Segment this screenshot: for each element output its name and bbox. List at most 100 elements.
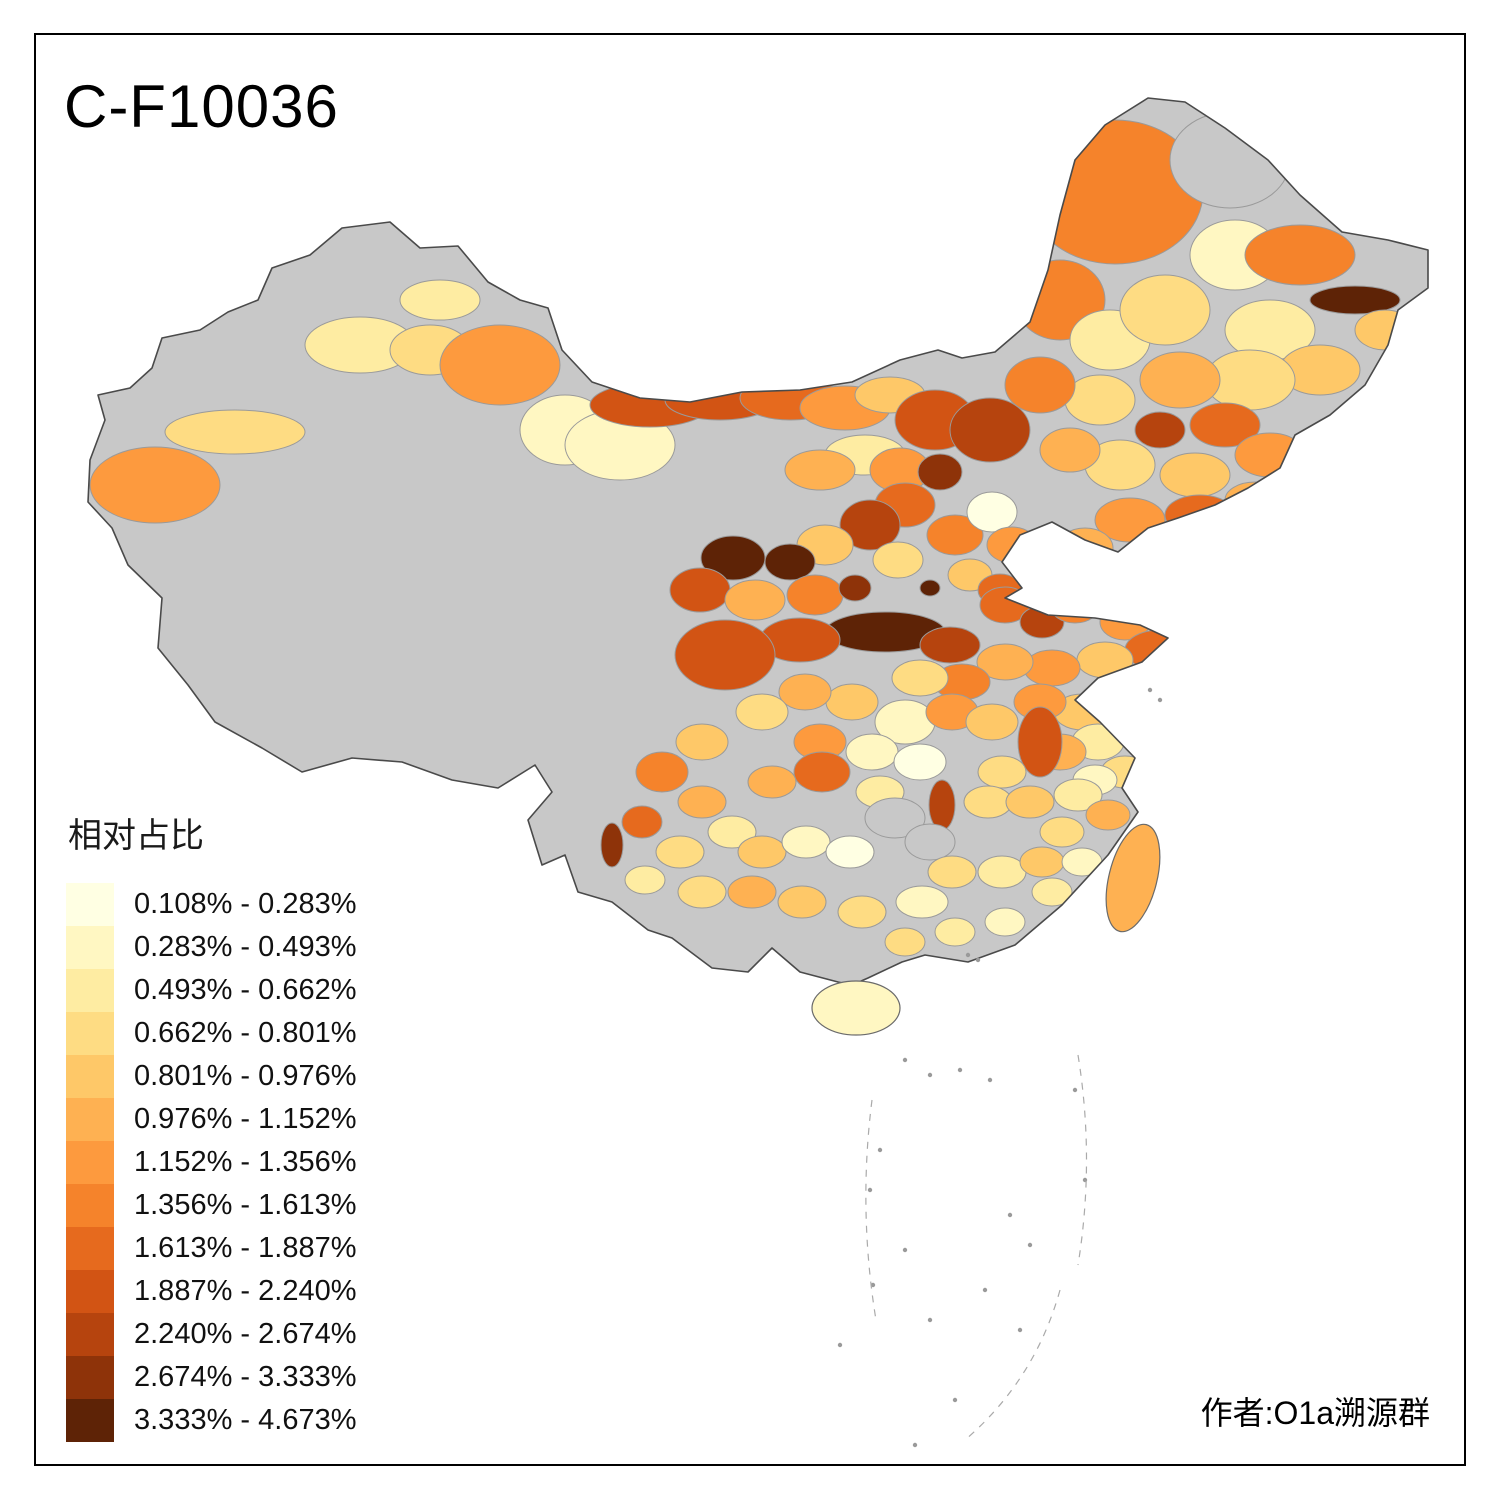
prefecture-region (164, 409, 306, 455)
sea-boundary-dash-2 (865, 1099, 877, 1321)
islet-dot (982, 1287, 988, 1293)
prefecture-region (977, 855, 1027, 889)
prefecture-region (1017, 706, 1063, 778)
prefecture-region (963, 785, 1013, 819)
hainan-island (811, 980, 901, 1036)
legend-swatch (66, 1270, 114, 1313)
legend-row: 1.887% - 2.240% (66, 1270, 356, 1313)
prefecture-region (707, 815, 757, 849)
legend-row: 0.801% - 0.976% (66, 1055, 356, 1098)
islet-dot (957, 1067, 963, 1073)
sea-boundary-dash-1 (1077, 1054, 1088, 1266)
legend-label: 0.493% - 0.662% (134, 974, 357, 1006)
islet-dot (975, 957, 981, 963)
prefecture-region (777, 885, 827, 919)
prefecture-region (1076, 641, 1134, 679)
islet-dot (987, 1077, 993, 1083)
prefecture-region (1189, 402, 1261, 448)
prefecture-region (1234, 432, 1306, 478)
legend-title: 相对占比 (68, 817, 204, 855)
prefecture-region (764, 543, 816, 581)
prefecture-region (669, 567, 731, 613)
prefecture-region (891, 659, 949, 697)
legend-swatch (66, 883, 114, 926)
legend-swatch (66, 969, 114, 1012)
legend-label: 0.801% - 0.976% (134, 1060, 357, 1092)
islet-dot (927, 1317, 933, 1323)
legend-row: 0.493% - 0.662% (66, 969, 356, 1012)
prefecture-region (904, 823, 956, 861)
prefecture-region (825, 835, 875, 869)
prefecture-region (825, 683, 879, 721)
prefecture-region (677, 875, 727, 909)
prefecture-region (1244, 224, 1356, 286)
prefecture-region (1099, 679, 1161, 721)
legend-label: 3.333% - 4.673% (134, 1404, 357, 1436)
prefecture-region (1019, 846, 1065, 878)
legend-swatch (66, 1313, 114, 1356)
legend-label: 2.674% - 3.333% (134, 1361, 357, 1393)
prefecture-region (1004, 356, 1076, 414)
prefecture-region (1061, 847, 1103, 877)
taiwan-island (1105, 823, 1161, 933)
prefecture-region (1119, 274, 1211, 346)
legend-swatch (66, 1184, 114, 1227)
prefecture-region (838, 574, 872, 602)
prefecture-region (1039, 816, 1085, 848)
prefecture-region (934, 917, 976, 947)
islet-dot (902, 1247, 908, 1253)
legend-label: 1.152% - 1.356% (134, 1146, 357, 1178)
prefecture-region (895, 885, 949, 919)
prefecture-region (893, 743, 947, 781)
attribution-text: 作者:O1a溯源群 (1200, 1395, 1430, 1431)
prefecture-region (927, 855, 977, 889)
prefecture-region (1053, 778, 1103, 812)
legend-row: 2.240% - 2.674% (66, 1313, 356, 1356)
prefecture-region (1019, 605, 1065, 639)
prefecture-region (1079, 566, 1137, 604)
prefecture-region (1184, 624, 1236, 656)
legend-label: 0.283% - 0.493% (134, 931, 357, 963)
islet-dot (912, 1442, 918, 1448)
prefecture-region (837, 895, 887, 929)
islet-dot (1027, 1242, 1033, 1248)
prefecture-region (675, 723, 729, 761)
prefecture-region (747, 765, 797, 799)
prefecture-region (600, 822, 624, 868)
prefecture-region (919, 579, 941, 597)
prefecture-region (655, 835, 705, 869)
prefecture-region (1169, 111, 1291, 209)
legend-row: 0.662% - 0.801% (66, 1012, 356, 1055)
legend-label: 1.887% - 2.240% (134, 1275, 357, 1307)
prefecture-region (724, 579, 786, 621)
prefecture-region (986, 526, 1038, 564)
prefecture-region (1056, 527, 1114, 569)
islet-dot (1157, 697, 1163, 703)
islet-dot (952, 1397, 958, 1403)
legend-label: 1.613% - 1.887% (134, 1232, 357, 1264)
prefecture-region (926, 514, 984, 556)
prefecture-region (624, 865, 666, 895)
prefecture-region (928, 779, 956, 831)
prefecture-region (919, 626, 981, 664)
prefecture-region (872, 541, 924, 579)
legend-row: 3.333% - 4.673% (66, 1399, 356, 1442)
prefecture-region (1039, 427, 1101, 473)
prefecture-region (1085, 799, 1131, 831)
islet-dot (870, 1282, 876, 1288)
prefecture-region (778, 673, 832, 711)
china-outline (87, 97, 1429, 986)
islet-dot (867, 1187, 873, 1193)
legend-swatch (66, 1227, 114, 1270)
prefecture-region (839, 499, 901, 551)
prefecture-region (966, 491, 1018, 533)
prefecture-region (884, 927, 926, 957)
legend-row: 1.356% - 1.613% (66, 1184, 356, 1227)
legend-row: 1.613% - 1.887% (66, 1227, 356, 1270)
prefecture-region (635, 751, 689, 793)
prefecture-region (737, 835, 787, 869)
prefecture-region (984, 907, 1026, 937)
legend: 相对占比 0.108% - 0.283% 0.283% - 0.493% 0.493… (66, 808, 356, 1442)
prefecture-region (1016, 544, 1074, 586)
prefecture-region (1309, 285, 1401, 315)
